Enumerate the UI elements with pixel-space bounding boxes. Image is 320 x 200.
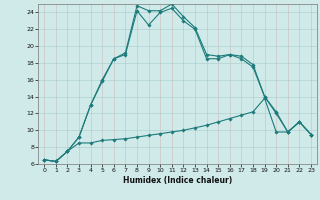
X-axis label: Humidex (Indice chaleur): Humidex (Indice chaleur): [123, 176, 232, 185]
